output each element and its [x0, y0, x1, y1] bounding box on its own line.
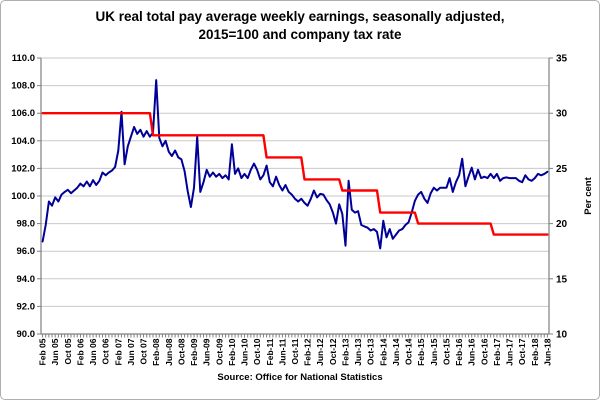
x-tick-label: Feb-09: [189, 338, 199, 366]
x-tick-label: Oct-11: [290, 338, 300, 364]
x-tick-label: Jun-14: [391, 338, 401, 366]
x-tick-label: Oct-08: [176, 338, 186, 365]
x-tick-label: Feb 05: [38, 338, 48, 365]
chart-title-line-2: 2015=100 and company tax rate: [198, 27, 402, 42]
x-tick-label: Feb-15: [416, 338, 426, 366]
y-left-tick-label: 100.0: [11, 191, 35, 202]
x-tick-label: Jun 06: [88, 338, 98, 365]
y-right-tick-label: 10: [556, 330, 568, 341]
y-left-tick-label: 92.0: [17, 301, 36, 312]
x-tick-label: Jun-12: [315, 338, 325, 366]
y-right-tick-label: 20: [556, 219, 568, 230]
pay-index-line: [41, 79, 549, 250]
x-tick-label: Feb-17: [492, 338, 502, 366]
x-tick-label: Oct-15: [442, 338, 452, 365]
source-caption: Source: Office for National Statistics: [217, 372, 383, 383]
x-tick-label: Oct-17: [517, 338, 527, 365]
x-tick-label: Feb 07: [113, 338, 123, 365]
x-tick-label: Oct 06: [101, 338, 111, 364]
x-tick-label: Oct-14: [404, 338, 414, 365]
chart-title-line-1: UK real total pay average weekly earning…: [95, 9, 505, 24]
y-right-tick-label: 30: [556, 109, 568, 120]
y-left-tick-label: 94.0: [17, 274, 36, 285]
y-right-tick-label: 15: [556, 274, 568, 285]
y-left-tick-label: 108.0: [11, 81, 35, 92]
x-tick-label: Oct-13: [366, 338, 376, 365]
y-left-tick-label: 90.0: [17, 329, 36, 340]
x-tick-label: Jun-17: [505, 338, 515, 366]
y-right-axis-title: Per cent: [583, 176, 594, 214]
y-left-tick-label: 96.0: [17, 246, 36, 257]
y-left-tick-label: 102.0: [11, 163, 35, 174]
x-tick-label: Feb 06: [75, 338, 85, 365]
y-right-tick-label: 25: [556, 164, 568, 175]
x-tick-label: Oct-12: [328, 338, 338, 365]
x-tick-label: Jun-10: [240, 338, 250, 366]
y-right-tick-label: 35: [556, 54, 568, 65]
y-left-tick-label: 98.0: [17, 219, 36, 230]
x-tick-label: Jun-11: [277, 338, 287, 365]
x-tick-label: Feb-16: [454, 338, 464, 366]
x-tick-label: Feb-18: [530, 338, 540, 366]
x-tick-label: Jun 07: [126, 338, 136, 365]
x-tick-label: Feb-11: [265, 338, 275, 365]
tax-rate-line: [41, 111, 549, 236]
x-tick-label: Jun 05: [50, 338, 60, 365]
x-tick-label: Feb-12: [303, 338, 313, 366]
x-tick-label: Feb-14: [378, 338, 388, 366]
y-left-tick-label: 104.0: [11, 136, 35, 147]
x-tick-label: Oct 05: [63, 338, 73, 364]
x-tick-label: Feb-13: [341, 338, 351, 366]
x-tick-label: Oct 07: [139, 338, 149, 364]
x-tick-label: Jun-16: [467, 338, 477, 366]
x-tick-label: Jun-13: [353, 338, 363, 366]
x-tick-label: Jun-15: [429, 338, 439, 366]
y-left-tick-label: 110.0: [12, 53, 35, 64]
x-tick-label: Oct-16: [479, 338, 489, 365]
x-tick-label: Jun-09: [202, 338, 212, 366]
x-tick-label: Jun-08: [164, 338, 174, 366]
x-tick-label: Oct-10: [252, 338, 262, 365]
x-tick-label: Feb-08: [151, 338, 161, 366]
x-tick-label: Jun-18: [542, 338, 552, 366]
x-tick-label: Oct-09: [214, 338, 224, 365]
x-tick-label: Feb-10: [227, 338, 237, 366]
chart-title: UK real total pay average weekly earning…: [21, 8, 579, 44]
y-left-tick-label: 106.0: [11, 108, 35, 119]
